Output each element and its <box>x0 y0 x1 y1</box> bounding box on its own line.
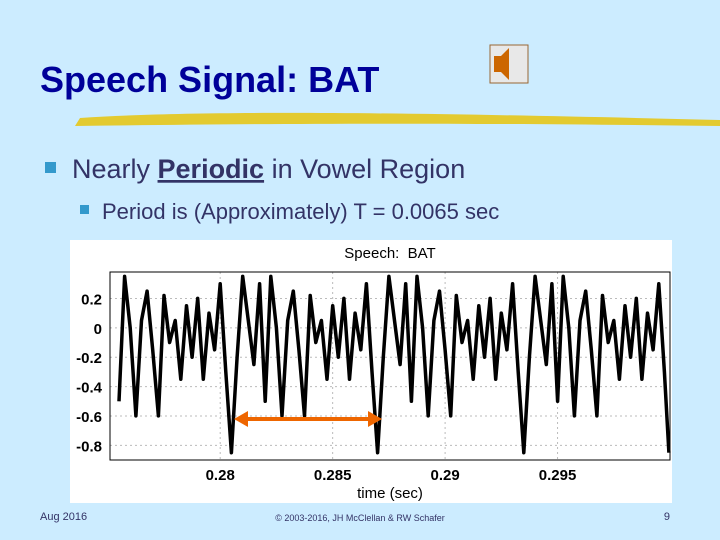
speaker-shape <box>494 48 509 80</box>
bullet-marker <box>45 162 56 173</box>
y-tick-label: -0.4 <box>76 380 103 397</box>
slide-title: Speech Signal: BAT <box>40 59 379 100</box>
sub-bullet-marker <box>80 205 89 214</box>
x-axis-label: time (sec) <box>357 485 423 502</box>
chart: Speech: BAT 0.2 0 -0.2 -0.4 -0.6 -0.8 0.28 0.285… <box>76 245 671 502</box>
page-number: 9 <box>664 511 670 523</box>
bullet-text-before: Nearly <box>72 154 158 184</box>
bullet-text: Nearly Periodic in Vowel Region <box>72 154 465 184</box>
footer-copyright: © 2003-2016, JH McClellan & RW Schafer <box>275 513 445 523</box>
y-tick-label: 0 <box>94 321 102 338</box>
footer-date: Aug 2016 <box>40 511 87 523</box>
plot-frame <box>109 271 671 461</box>
sub-bullet-text: Period is (Approximately) T = 0.0065 sec <box>102 199 499 224</box>
y-tick-label: 0.2 <box>81 291 102 308</box>
y-tick-label: -0.6 <box>76 409 102 426</box>
bullet-text-after: in Vowel Region <box>264 154 465 184</box>
x-tick-label: 0.285 <box>314 467 352 484</box>
y-tick-label: -0.2 <box>76 350 102 367</box>
waveform <box>117 274 671 455</box>
x-tick-label: 0.295 <box>539 467 577 484</box>
y-tick-label: -0.8 <box>76 438 102 455</box>
x-tick-label: 0.29 <box>430 467 459 484</box>
title-underline <box>75 112 720 126</box>
bullet-emphasis: Periodic <box>158 154 265 184</box>
chart-title: Speech: BAT <box>344 245 435 262</box>
x-tick-label: 0.28 <box>206 467 235 484</box>
